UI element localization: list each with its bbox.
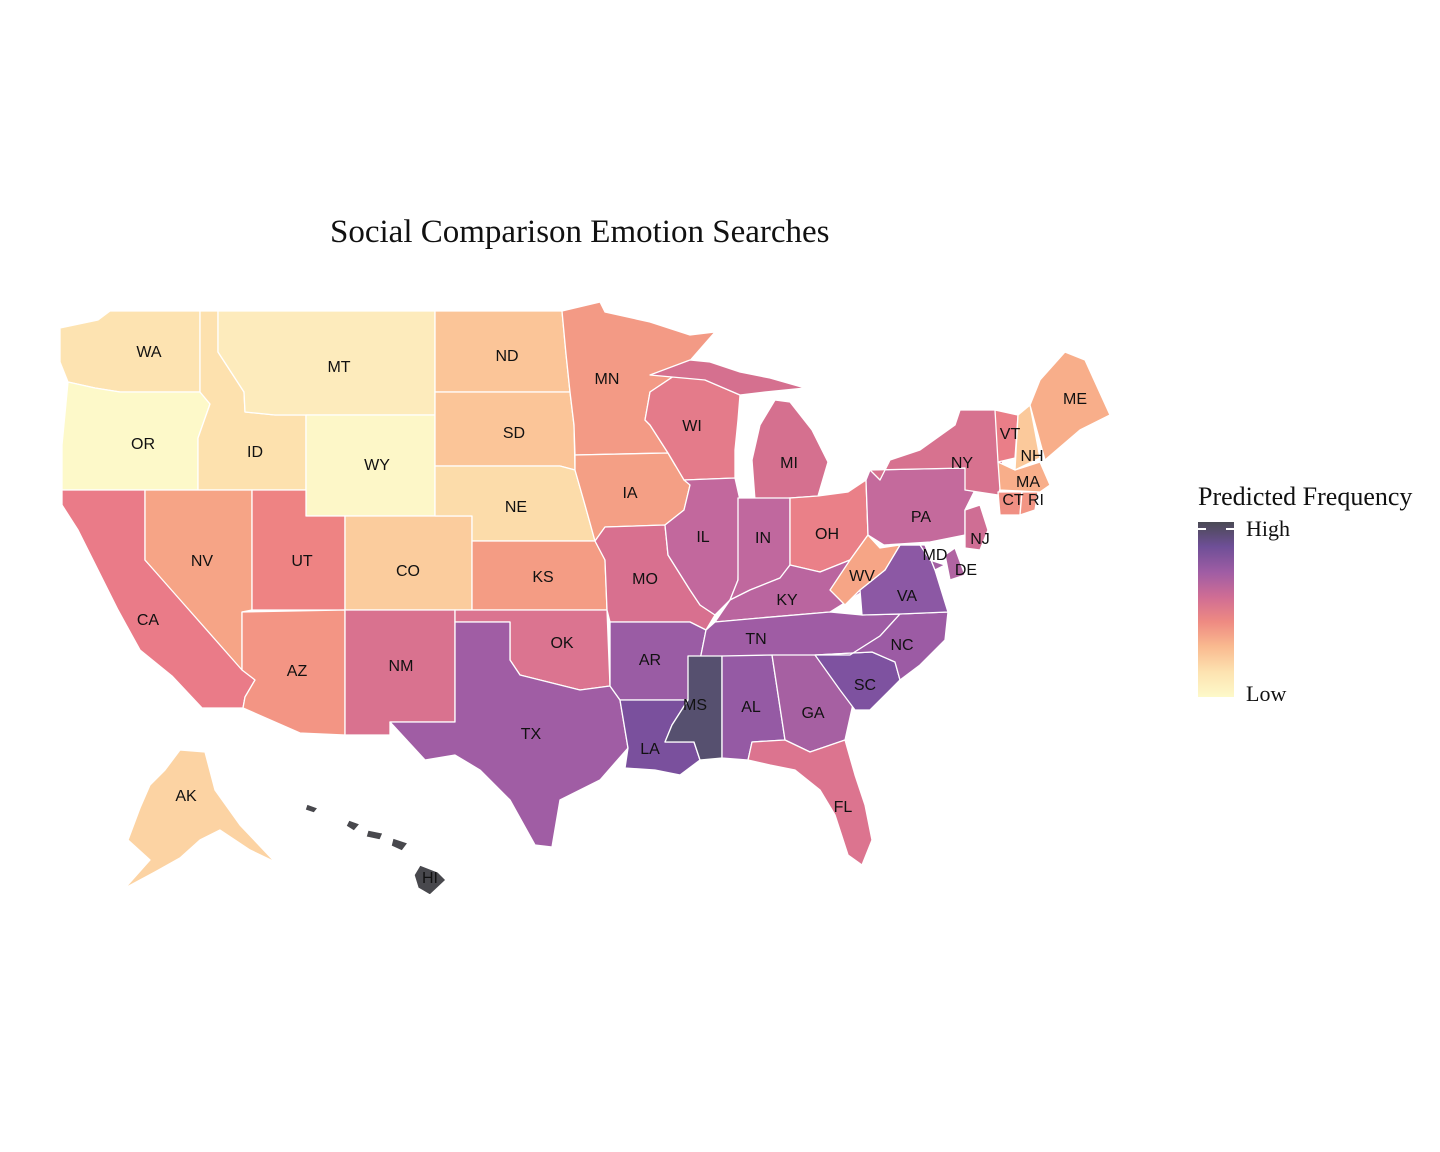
state-ak bbox=[124, 749, 276, 889]
state-fl bbox=[747, 739, 873, 866]
state-nd bbox=[434, 310, 571, 393]
state-sd bbox=[434, 391, 576, 471]
legend-low-label: Low bbox=[1246, 681, 1287, 706]
legend-tick-right bbox=[1226, 528, 1234, 530]
state-nh bbox=[1014, 404, 1041, 471]
state-ct bbox=[997, 491, 1023, 516]
state-de bbox=[944, 547, 966, 581]
state-nm bbox=[344, 609, 456, 736]
state-az bbox=[241, 609, 346, 736]
state-co bbox=[344, 515, 473, 611]
legend-colorbar bbox=[1198, 522, 1234, 697]
legend-tick-left bbox=[1198, 528, 1206, 530]
state-me bbox=[1029, 351, 1111, 461]
state-wa bbox=[59, 310, 201, 393]
state-ma bbox=[997, 461, 1051, 493]
state-nc bbox=[814, 611, 949, 681]
state-wv bbox=[829, 534, 901, 606]
state-ri bbox=[1019, 491, 1039, 516]
state-tx bbox=[389, 621, 629, 848]
state-or bbox=[61, 381, 211, 491]
state-mt bbox=[217, 310, 436, 416]
legend-high-label: High bbox=[1246, 516, 1290, 541]
state-md bbox=[883, 544, 946, 571]
state-pa bbox=[865, 467, 976, 546]
state-ks bbox=[471, 540, 608, 611]
state-hi bbox=[304, 803, 447, 896]
legend-title: Predicted Frequency bbox=[1198, 482, 1413, 511]
state-wy bbox=[305, 414, 436, 517]
state-nj bbox=[964, 504, 989, 551]
state-shapes bbox=[59, 301, 1111, 896]
chart-title: Social Comparison Emotion Searches bbox=[330, 214, 830, 250]
state-vt bbox=[994, 409, 1019, 463]
